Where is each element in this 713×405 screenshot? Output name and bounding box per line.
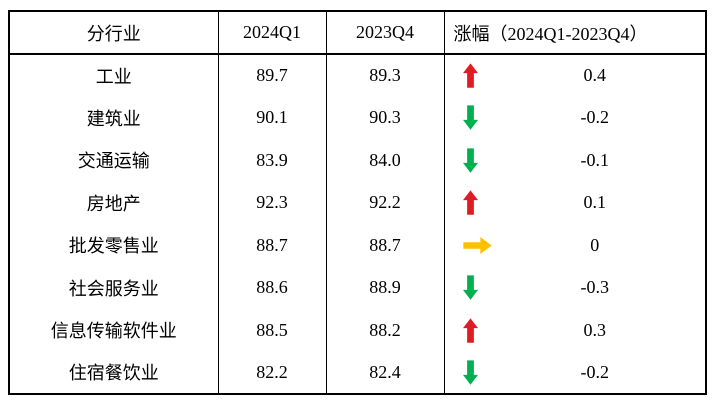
- q1-2024-value-cell: 88.6: [217, 266, 326, 309]
- change-value: -0.2: [580, 361, 610, 382]
- header-2024q1: 2024Q1: [217, 11, 326, 55]
- data-table: 分行业 2024Q1 2023Q4 涨幅（2024Q1-2023Q4） 工业 8…: [8, 10, 707, 395]
- trend-flat-icon: [462, 236, 492, 254]
- q4-2023-value-cell: 92.2: [325, 181, 444, 224]
- header-change: 涨幅（2024Q1-2023Q4）: [443, 11, 706, 55]
- trend-arrow: [462, 105, 499, 130]
- trend-up-icon: [462, 190, 478, 215]
- table-row: 建筑业 90.1 90.3 -0.2: [9, 96, 706, 139]
- industry-index-table: 分行业 2024Q1 2023Q4 涨幅（2024Q1-2023Q4） 工业 8…: [8, 10, 707, 395]
- trend-arrow: [462, 236, 499, 254]
- trend-down-icon: [462, 105, 478, 130]
- table-row: 交通运输 83.9 84.0 -0.1: [9, 139, 706, 182]
- q4-2023-value-cell: 82.4: [325, 351, 444, 394]
- header-industry: 分行业: [9, 11, 218, 55]
- industry-cell: 批发零售业: [68, 236, 159, 257]
- trend-arrow: [462, 190, 499, 215]
- q1-2024-value-cell: 89.7: [217, 54, 326, 97]
- table-row: 房地产 92.3 92.2 0.1: [9, 181, 706, 224]
- industry-cell: 房地产: [86, 193, 141, 214]
- header-row: 分行业 2024Q1 2023Q4 涨幅（2024Q1-2023Q4）: [9, 11, 706, 55]
- q4-2023-value-cell: 88.2: [325, 309, 444, 352]
- q4-2023-value-cell: 88.9: [325, 266, 444, 309]
- trend-up-icon: [462, 63, 478, 88]
- q4-2023-value-cell: 88.7: [325, 224, 444, 267]
- change-value: -0.2: [580, 107, 610, 128]
- table-row: 批发零售业 88.7 88.7 0: [9, 224, 706, 267]
- table-row: 社会服务业 88.6 88.9 -0.3: [9, 266, 706, 309]
- table-header: 分行业 2024Q1 2023Q4 涨幅（2024Q1-2023Q4）: [9, 11, 706, 55]
- industry-cell: 建筑业: [86, 108, 141, 129]
- trend-down-icon: [462, 148, 478, 173]
- industry-cell: 交通运输: [77, 151, 150, 172]
- change-value: 0: [590, 234, 600, 255]
- header-2023q4: 2023Q4: [325, 11, 444, 55]
- q1-2024-value-cell: 83.9: [217, 139, 326, 182]
- q4-2023-value-cell: 84.0: [325, 139, 444, 182]
- industry-cell: 住宿餐饮业: [68, 363, 159, 384]
- table-row: 信息传输软件业 88.5 88.2 0.3: [9, 309, 706, 352]
- change-value: 0.3: [583, 319, 607, 340]
- change-cell: -0.3: [443, 266, 706, 309]
- q4-2023-value-cell: 90.3: [325, 96, 444, 139]
- trend-arrow: [462, 275, 499, 300]
- industry-cell: 社会服务业: [68, 278, 159, 299]
- industry-cell: 信息传输软件业: [50, 321, 177, 342]
- change-cell: -0.2: [443, 351, 706, 394]
- change-value: -0.1: [580, 149, 610, 170]
- change-value: 0.1: [583, 192, 607, 213]
- change-cell: 0: [443, 224, 706, 267]
- q1-2024-value-cell: 82.2: [217, 351, 326, 394]
- change-cell: 0.3: [443, 309, 706, 352]
- change-value: 0.4: [583, 65, 607, 86]
- table-body: 工业 89.7 89.3 0.4 建筑业 90.1 90.3 -0.2 交通运输…: [9, 54, 706, 394]
- q4-2023-value-cell: 89.3: [325, 54, 444, 97]
- q1-2024-value-cell: 88.7: [217, 224, 326, 267]
- q1-2024-value-cell: 88.5: [217, 309, 326, 352]
- change-cell: -0.2: [443, 96, 706, 139]
- trend-arrow: [462, 360, 499, 385]
- trend-arrow: [462, 318, 499, 343]
- q1-2024-value-cell: 92.3: [217, 181, 326, 224]
- table-row: 住宿餐饮业 82.2 82.4 -0.2: [9, 351, 706, 394]
- trend-arrow: [462, 148, 499, 173]
- table-row: 工业 89.7 89.3 0.4: [9, 54, 706, 97]
- q1-2024-value-cell: 90.1: [217, 96, 326, 139]
- industry-cell: 工业: [95, 66, 132, 87]
- trend-arrow: [462, 63, 499, 88]
- trend-up-icon: [462, 318, 478, 343]
- change-value: -0.3: [580, 277, 610, 298]
- change-cell: 0.4: [443, 54, 706, 97]
- trend-down-icon: [462, 360, 478, 385]
- change-cell: -0.1: [443, 139, 706, 182]
- change-cell: 0.1: [443, 181, 706, 224]
- trend-down-icon: [462, 275, 478, 300]
